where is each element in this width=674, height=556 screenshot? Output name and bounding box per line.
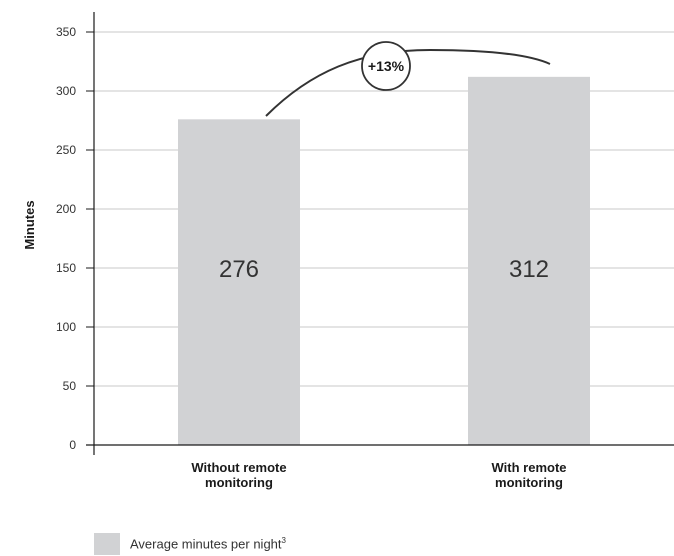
annotation-circle xyxy=(361,41,411,91)
x-tick-label-line: monitoring xyxy=(205,475,273,490)
legend-label-text: Average minutes per night xyxy=(130,536,282,552)
value-label: 312 xyxy=(509,256,549,283)
bars xyxy=(178,76,590,445)
x-tick-label-line: Without remote xyxy=(191,460,286,475)
legend-swatch xyxy=(94,533,120,555)
y-tick-label: 350 xyxy=(56,25,76,39)
legend: Average minutes per night3 xyxy=(94,533,286,555)
growth-arc xyxy=(265,48,551,117)
y-tick-labels: 0 50 100 150 200 250 300 350 xyxy=(56,25,76,452)
legend-footnote: 3 xyxy=(281,536,286,546)
y-tick-label: 150 xyxy=(56,261,76,275)
x-tick-label: With remote monitoring xyxy=(492,460,567,490)
x-tick-label-line: monitoring xyxy=(495,475,563,490)
x-tick-label-line: With remote xyxy=(492,460,567,475)
value-labels: 276 312 xyxy=(219,256,549,283)
annotation-label: +13% xyxy=(368,58,405,74)
legend-label: Average minutes per night3 xyxy=(130,536,286,551)
bar-chart: 0 50 100 150 200 250 300 350 Minutes 276 312 Wit… xyxy=(22,12,674,490)
y-tick-label: 300 xyxy=(56,84,76,98)
bar xyxy=(178,119,300,445)
x-tick-label: Without remote monitoring xyxy=(191,460,286,490)
y-tick-label: 0 xyxy=(69,438,76,452)
y-tick-label: 200 xyxy=(56,202,76,216)
bar xyxy=(468,76,590,445)
y-axis-label: Minutes xyxy=(22,200,37,249)
y-tick-label: 100 xyxy=(56,320,76,334)
value-label: 276 xyxy=(219,256,259,283)
y-tick-label: 250 xyxy=(56,143,76,157)
y-tick-label: 50 xyxy=(63,379,77,393)
